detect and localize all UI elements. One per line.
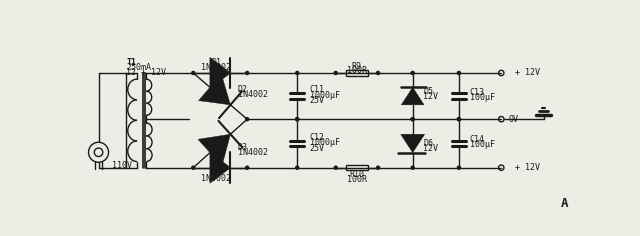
Text: R10: R10 (349, 170, 364, 179)
Text: 12V: 12V (424, 144, 438, 153)
Text: 110V: 110V (111, 161, 132, 170)
Polygon shape (401, 134, 425, 153)
Text: 1N4002: 1N4002 (238, 90, 268, 99)
Text: C14: C14 (470, 135, 484, 144)
Circle shape (376, 72, 380, 75)
FancyBboxPatch shape (346, 165, 368, 170)
Polygon shape (198, 74, 230, 105)
Text: 12V: 12V (424, 92, 438, 101)
Circle shape (246, 118, 249, 121)
Text: 100R: 100R (347, 66, 367, 75)
Circle shape (458, 118, 460, 121)
Text: 100R: 100R (347, 175, 367, 184)
Text: D2: D2 (238, 85, 248, 94)
Circle shape (458, 72, 460, 75)
Circle shape (296, 118, 299, 121)
Text: 250mA: 250mA (126, 63, 151, 72)
Circle shape (334, 72, 337, 75)
Circle shape (246, 72, 249, 75)
Text: C13: C13 (470, 88, 484, 97)
Circle shape (376, 166, 380, 169)
Text: D6: D6 (424, 139, 433, 148)
Polygon shape (210, 58, 230, 88)
Text: 100μF: 100μF (470, 140, 495, 149)
Text: 12 + 12V: 12 + 12V (126, 68, 166, 77)
Circle shape (296, 118, 299, 121)
Text: 25V: 25V (310, 96, 324, 105)
Circle shape (334, 166, 337, 169)
Text: A: A (561, 197, 568, 210)
Text: 100μF: 100μF (470, 93, 495, 102)
Text: C11: C11 (310, 85, 324, 94)
Polygon shape (210, 152, 230, 183)
Text: D1: D1 (211, 59, 221, 67)
Text: OV: OV (509, 115, 519, 124)
Text: 1N4002: 1N4002 (238, 148, 268, 157)
Text: D3: D3 (238, 143, 248, 152)
FancyBboxPatch shape (346, 70, 368, 76)
Text: 25V: 25V (310, 143, 324, 152)
Text: R9: R9 (352, 62, 362, 71)
Text: + 12V: + 12V (515, 163, 540, 172)
Text: + 12V: + 12V (515, 68, 540, 77)
Text: C12: C12 (310, 133, 324, 142)
Polygon shape (198, 134, 230, 166)
Text: 1000μF: 1000μF (310, 91, 339, 100)
Text: T1: T1 (126, 58, 136, 67)
Circle shape (411, 118, 414, 121)
Text: 1N4002: 1N4002 (202, 63, 231, 72)
Polygon shape (401, 87, 424, 105)
Text: 1N4002: 1N4002 (202, 174, 231, 183)
Circle shape (246, 166, 249, 169)
Circle shape (296, 72, 299, 75)
Circle shape (411, 166, 414, 169)
Circle shape (296, 166, 299, 169)
Text: 1000μF: 1000μF (310, 138, 339, 147)
Circle shape (411, 118, 414, 121)
Circle shape (192, 166, 195, 169)
Circle shape (458, 166, 460, 169)
Circle shape (411, 72, 414, 75)
Circle shape (458, 118, 460, 121)
Text: D4: D4 (211, 169, 221, 178)
Text: D5: D5 (424, 87, 433, 96)
Circle shape (192, 72, 195, 75)
